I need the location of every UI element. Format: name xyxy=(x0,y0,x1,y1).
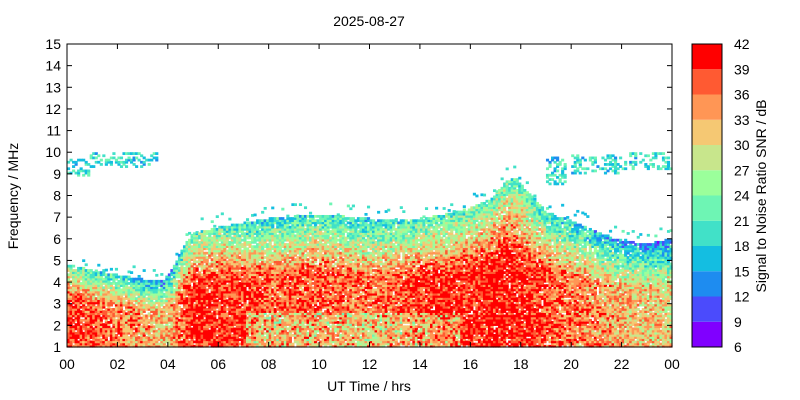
chart-title: 2025-08-27 xyxy=(333,13,405,29)
heatmap-cell xyxy=(264,207,267,210)
heatmap-cell xyxy=(97,264,100,267)
heatmap-cell xyxy=(246,218,249,221)
heatmap-cell xyxy=(211,220,214,223)
heatmap-cells xyxy=(67,152,673,347)
heatmap-cell xyxy=(286,215,289,218)
heatmap-cell xyxy=(213,225,216,228)
heatmap-cell xyxy=(304,206,307,209)
heatmap-cell xyxy=(105,269,108,272)
heatmap-cell xyxy=(110,268,113,271)
heatmap-cell xyxy=(201,217,204,220)
heatmap-cell xyxy=(115,268,118,271)
heatmap-cell xyxy=(82,259,85,262)
heatmap-cell xyxy=(309,212,312,215)
heatmap-cell xyxy=(216,215,219,218)
heatmap-cell xyxy=(221,212,224,215)
heatmap-cell xyxy=(271,207,274,210)
heatmap-cell xyxy=(143,269,146,272)
heatmap-cell xyxy=(294,203,297,206)
heatmap-cell xyxy=(281,208,284,211)
heatmap-cell xyxy=(160,273,163,276)
heatmap-cell xyxy=(138,275,141,278)
heatmap-cell xyxy=(155,274,158,277)
heatmap-cell xyxy=(133,265,136,268)
heatmap-cell xyxy=(228,218,231,221)
heatmap-cell xyxy=(85,263,88,266)
heatmap-cell xyxy=(261,211,264,214)
heatmap-cell xyxy=(329,203,332,206)
heatmap-cell xyxy=(153,269,156,272)
heatmap-cell xyxy=(72,265,75,268)
heatmap-cell xyxy=(299,203,302,206)
heatmap-cell xyxy=(254,214,257,217)
heatmap-cell xyxy=(130,271,133,274)
